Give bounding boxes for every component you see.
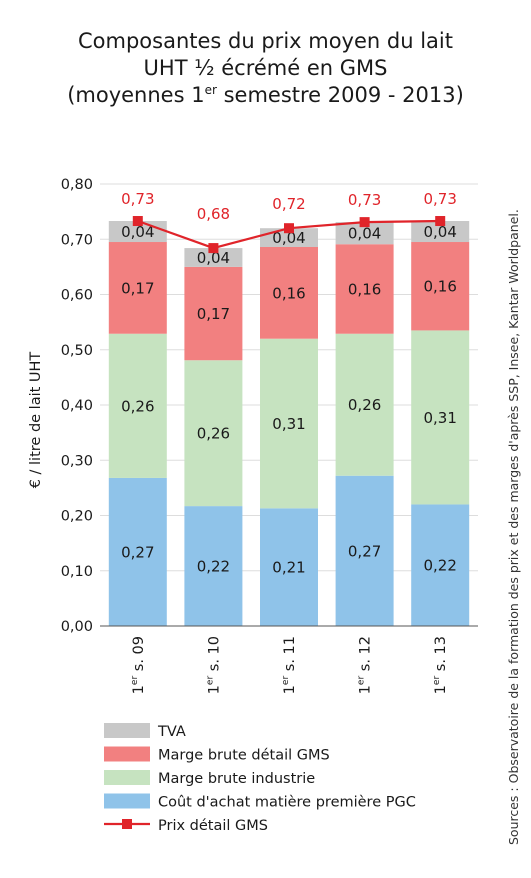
chart-title: Composantes du prix moyen du lait UHT ½ … — [0, 28, 531, 109]
bar-segment-marge-detail — [411, 242, 470, 331]
bar-segment-tva — [335, 222, 394, 245]
y-tick-label: 0,20 — [61, 509, 93, 525]
bar-segment-marge-industrie — [260, 338, 318, 509]
legend-marker-swatch — [122, 819, 132, 829]
data-label-tva: 0,04 — [348, 225, 381, 243]
data-label-cout-achat: 0,21 — [272, 559, 305, 577]
source-note: Sources : Observatoire de la formation d… — [506, 209, 521, 845]
bar-segment-marge-industrie — [411, 330, 470, 505]
legend-label: TVA — [157, 724, 186, 740]
price-marker — [208, 243, 219, 254]
data-label-cout-achat: 0,27 — [121, 543, 154, 561]
legend-swatch-tva — [104, 723, 150, 738]
y-tick-label: 0,70 — [61, 232, 93, 248]
data-label-cout-achat: 0,27 — [348, 542, 381, 560]
data-label-tva: 0,04 — [121, 223, 154, 241]
price-marker — [435, 216, 446, 227]
data-label-marge-detail: 0,17 — [121, 279, 154, 297]
price-label: 0,73 — [121, 190, 154, 208]
legend-swatch-cout-achat — [104, 793, 150, 809]
legend-label: Marge brute détail GMS — [158, 748, 330, 764]
legend-swatch-marge-detail — [104, 746, 150, 762]
data-label-cout-achat: 0,22 — [197, 558, 230, 576]
bar-segment-tva — [184, 248, 243, 267]
legend-label: Prix détail GMS — [158, 818, 268, 834]
bar-segment-marge-industrie — [184, 360, 243, 507]
data-label-marge-industrie: 0,26 — [121, 397, 154, 415]
legend-label: Coût d'achat matière première PGC — [158, 795, 416, 811]
data-label-cout-achat: 0,22 — [423, 557, 456, 575]
bar-segment-cout-achat — [411, 504, 470, 626]
title-line-2: UHT ½ écrémé en GMS — [143, 56, 388, 80]
title-line-3: (moyennes 1er semestre 2009 - 2013) — [67, 83, 464, 107]
data-label-marge-industrie: 0,31 — [423, 409, 456, 427]
y-tick-label: 0,30 — [61, 453, 93, 469]
data-label-marge-detail: 0,16 — [423, 278, 456, 296]
bar-segment-marge-detail — [184, 266, 243, 361]
bar-segment-marge-detail — [335, 244, 394, 334]
data-label-marge-industrie: 0,31 — [272, 415, 305, 433]
y-tick-label: 0,10 — [61, 564, 93, 580]
legend-label: Marge brute industrie — [158, 771, 315, 787]
data-label-tva: 0,04 — [197, 249, 230, 267]
data-label-marge-industrie: 0,26 — [348, 396, 381, 414]
bar-segment-marge-detail — [108, 242, 167, 334]
price-label: 0,73 — [348, 191, 381, 209]
legend-swatch-marge-industrie — [104, 770, 150, 785]
title-line-1: Composantes du prix moyen du lait — [78, 29, 453, 53]
data-label-tva: 0,04 — [423, 223, 456, 241]
price-marker — [132, 216, 143, 227]
data-label-marge-industrie: 0,26 — [197, 425, 230, 443]
bar-segment-marge-detail — [260, 246, 318, 339]
x-tick-label: 1er s. 11 — [281, 636, 298, 694]
y-tick-label: 0,80 — [61, 177, 93, 193]
price-marker — [284, 223, 294, 234]
bar-segment-cout-achat — [108, 477, 167, 626]
data-label-marge-detail: 0,17 — [197, 305, 230, 323]
y-tick-label: 0,00 — [61, 619, 93, 635]
data-label-tva: 0,04 — [272, 229, 305, 247]
x-tick-label: 1er s. 12 — [357, 636, 374, 694]
x-tick-label: 1er s. 09 — [130, 636, 147, 694]
price-label: 0,73 — [423, 190, 456, 208]
x-tick-label: 1er s. 13 — [432, 636, 449, 694]
bar-segment-cout-achat — [260, 508, 318, 626]
bar-segment-cout-achat — [184, 506, 243, 626]
y-axis-title: € / litre de lait UHT — [28, 352, 44, 489]
bar-segment-marge-industrie — [108, 333, 167, 478]
bar-segment-tva — [411, 221, 470, 243]
bar-segment-marge-industrie — [335, 333, 394, 476]
y-tick-label: 0,60 — [61, 288, 93, 304]
data-label-marge-detail: 0,16 — [272, 284, 305, 302]
data-label-marge-detail: 0,16 — [348, 280, 381, 298]
price-label: 0,72 — [272, 195, 305, 213]
y-tick-label: 0,50 — [61, 343, 93, 359]
y-tick-label: 0,40 — [61, 398, 93, 414]
price-label: 0,68 — [197, 205, 230, 223]
price-marker — [359, 217, 370, 228]
bar-segment-cout-achat — [335, 475, 394, 626]
x-tick-label: 1er s. 10 — [205, 636, 222, 694]
